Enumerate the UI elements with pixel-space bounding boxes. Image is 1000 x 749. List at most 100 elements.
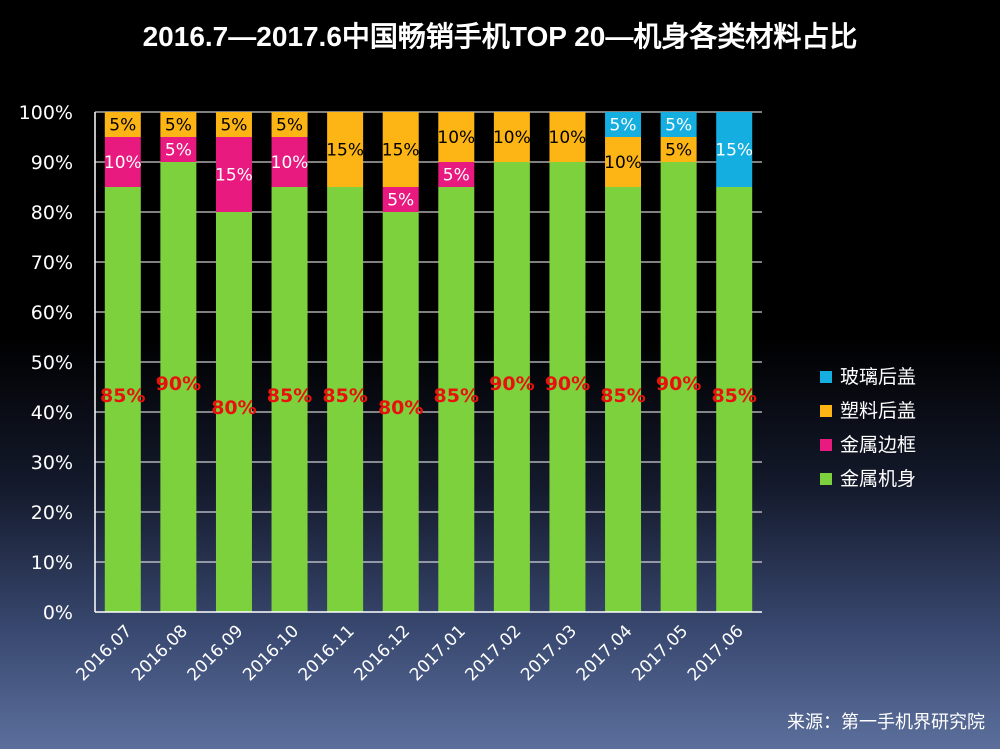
bar-segment <box>438 112 475 162</box>
bar-segment <box>160 162 197 612</box>
data-label: 90% <box>156 373 201 395</box>
bar-segment <box>605 187 642 612</box>
data-label: 5% <box>610 116 637 136</box>
data-label: 5% <box>665 116 692 136</box>
x-tick-label: 2016.11 <box>295 621 359 685</box>
data-label: 5% <box>165 116 192 136</box>
x-tick-label: 2016.09 <box>184 621 248 685</box>
y-tick-label: 10% <box>31 552 73 574</box>
x-tick-label: 2017.02 <box>462 621 526 685</box>
data-label: 85% <box>267 385 312 407</box>
bar-segment <box>716 187 753 612</box>
data-label: 5% <box>109 116 136 136</box>
data-label: 90% <box>545 373 590 395</box>
bar-segment <box>660 137 697 162</box>
bar-segment <box>104 187 141 612</box>
y-tick-label: 30% <box>31 452 73 474</box>
bar-segment <box>493 112 530 162</box>
bar-segment <box>104 112 141 137</box>
x-tick-label: 2017.05 <box>628 621 692 685</box>
bar-segment <box>660 112 697 137</box>
bar-segment <box>549 162 586 612</box>
bar-segment <box>327 112 364 187</box>
data-label: 15% <box>326 141 364 161</box>
y-tick-label: 70% <box>31 252 73 274</box>
bar-segment <box>382 112 419 187</box>
data-label: 85% <box>100 385 145 407</box>
y-tick-label: 20% <box>31 502 73 524</box>
data-label: 15% <box>715 141 753 161</box>
bar-segment <box>493 162 530 612</box>
data-label: 10% <box>604 153 642 173</box>
bar-segment <box>438 162 475 187</box>
y-tick-label: 90% <box>31 152 73 174</box>
legend-label: 金属边框 <box>840 434 916 456</box>
data-label: 10% <box>493 128 531 148</box>
data-label: 15% <box>215 166 253 186</box>
y-tick-label: 100% <box>19 102 73 124</box>
data-label: 5% <box>387 191 414 211</box>
bar-segment <box>605 137 642 187</box>
bar-segment <box>104 137 141 187</box>
data-label: 10% <box>104 153 142 173</box>
data-label: 90% <box>656 373 701 395</box>
source-note: 来源：第一手机界研究院 <box>787 712 985 733</box>
legend-label: 金属机身 <box>840 468 916 490</box>
bar-segment <box>215 137 252 212</box>
data-label: 85% <box>434 385 479 407</box>
y-tick-label: 50% <box>31 352 73 374</box>
bar-segment <box>549 112 586 162</box>
chart-title: 2016.7—2017.6中国畅销手机TOP 20—机身各类材料占比 <box>143 20 858 52</box>
bar-segment <box>605 112 642 137</box>
x-tick-label: 2017.04 <box>573 621 637 685</box>
bar-segment <box>271 137 308 187</box>
x-tick-label: 2017.03 <box>517 621 581 685</box>
gridlines <box>95 111 762 613</box>
legend-label: 玻璃后盖 <box>840 366 916 388</box>
legend-swatch <box>820 473 832 485</box>
y-tick-label: 80% <box>31 202 73 224</box>
y-tick-label: 40% <box>31 402 73 424</box>
bar-segment <box>660 162 697 612</box>
data-label: 80% <box>211 397 256 419</box>
x-tick-label: 2017.01 <box>406 621 470 685</box>
bar-segment <box>438 187 475 612</box>
legend-label: 塑料后盖 <box>840 400 916 422</box>
legend-swatch <box>820 371 832 383</box>
legend-swatch <box>820 405 832 417</box>
data-label: 85% <box>322 385 367 407</box>
data-label: 85% <box>711 385 756 407</box>
bar-segment <box>160 137 197 162</box>
bar-segment <box>215 212 252 612</box>
x-tick-label: 2016.12 <box>350 621 414 685</box>
bar-segment <box>215 112 252 137</box>
bars: 85% 10% 5% 90% 5% 5% 80% 15% 5% 85% 10% 5% 85% 15% 80%… <box>100 112 757 612</box>
x-tick-label: 2016.08 <box>128 621 192 685</box>
data-label: 5% <box>165 141 192 161</box>
bar-segment <box>160 112 197 137</box>
y-tick-label: 0% <box>43 602 73 624</box>
data-label: 5% <box>220 116 247 136</box>
bar-segment <box>382 187 419 212</box>
data-label: 10% <box>549 128 587 148</box>
bar-segment <box>271 187 308 612</box>
x-tick-label: 2017.06 <box>684 621 748 685</box>
data-label: 10% <box>271 153 309 173</box>
bar-segment <box>271 112 308 137</box>
bar-segment <box>327 187 364 612</box>
data-label: 15% <box>382 141 420 161</box>
legend-swatch <box>820 439 832 451</box>
x-tick-label: 2016.10 <box>239 621 303 685</box>
data-label: 5% <box>276 116 303 136</box>
data-label: 10% <box>437 128 475 148</box>
data-label: 85% <box>600 385 645 407</box>
data-label: 5% <box>665 141 692 161</box>
bar-segment <box>382 212 419 612</box>
data-label: 80% <box>378 397 423 419</box>
data-label: 5% <box>443 166 470 186</box>
x-tick-label: 2016.07 <box>72 621 136 685</box>
bar-segment <box>716 112 753 187</box>
y-tick-label: 60% <box>31 302 73 324</box>
